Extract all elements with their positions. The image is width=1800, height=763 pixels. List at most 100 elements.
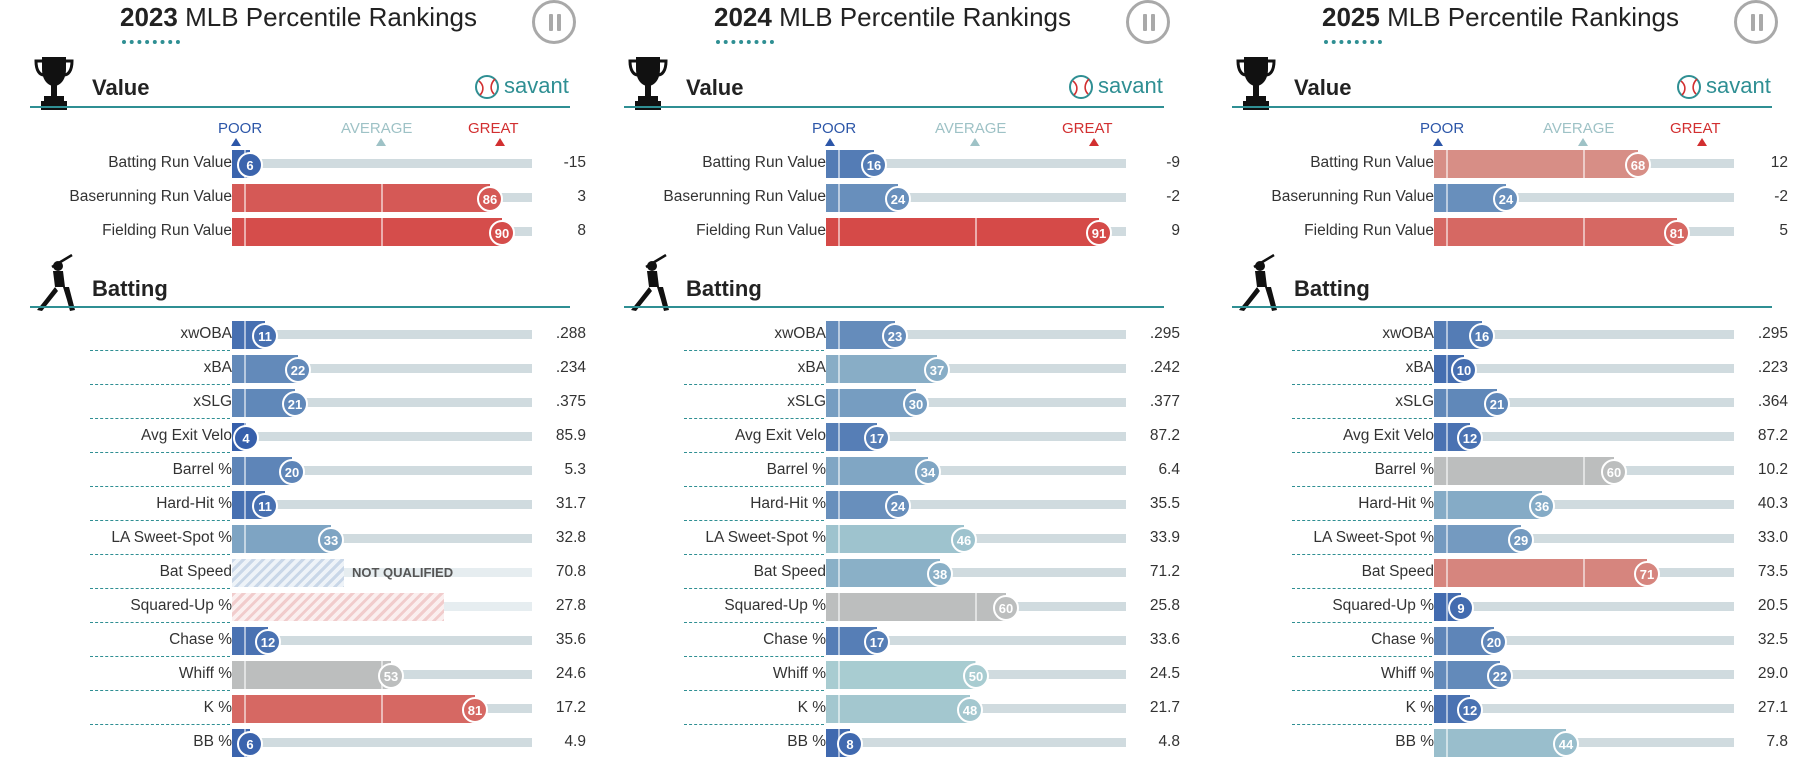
metric-label: Squared-Up % [130,597,232,614]
metric-row-xba[interactable]: xBA 10 .223 [1232,355,1792,385]
metric-row-k-pct[interactable]: K % 81 17.2 [30,695,590,725]
percentile-badge: 8 [837,731,863,757]
savant-label: savant [1706,73,1771,98]
tick-poor [838,355,840,383]
percentile-bar [826,559,940,587]
metric-label: Chase % [1371,631,1434,648]
row-divider [684,588,824,589]
percentile-bar [826,661,977,689]
metric-row-k-pct[interactable]: K % 12 27.1 [1232,695,1792,725]
metric-track [826,568,1126,577]
metric-row-hard-hit-pct[interactable]: Hard-Hit % 11 31.7 [30,491,590,521]
metric-row-whiff-pct[interactable]: Whiff % 50 24.5 [624,661,1184,691]
metric-row-batting-run-value[interactable]: Batting Run Value 6 -15 [30,150,590,180]
percentile-badge: 10 [1451,357,1477,383]
metric-row-bb-pct[interactable]: BB % 6 4.9 [30,729,590,759]
metric-row-whiff-pct[interactable]: Whiff % 22 29.0 [1232,661,1792,691]
row-divider [684,724,824,725]
metric-row-barrel-pct[interactable]: Barrel % 60 10.2 [1232,457,1792,487]
panel-title-text: MLB Percentile Rankings [779,2,1071,32]
metric-row-chase-pct[interactable]: Chase % 17 33.6 [624,627,1184,657]
metric-row-hard-hit-pct[interactable]: Hard-Hit % 24 35.5 [624,491,1184,521]
metric-label: xBA [203,359,232,376]
metric-row-baserunning-run-value[interactable]: Baserunning Run Value 86 3 [30,184,590,214]
metric-row-xwoba[interactable]: xwOBA 11 .288 [30,321,590,351]
metric-row-xslg[interactable]: xSLG 30 .377 [624,389,1184,419]
metric-row-baserunning-run-value[interactable]: Baserunning Run Value 24 -2 [1232,184,1792,214]
tick-poor [1446,695,1448,723]
metric-row-bb-pct[interactable]: BB % 44 7.8 [1232,729,1792,759]
tick-poor [838,423,840,451]
metric-value: 4.8 [1158,733,1180,750]
trophy-icon [34,57,74,110]
metric-track [232,568,532,577]
metric-row-xwoba[interactable]: xwOBA 16 .295 [1232,321,1792,351]
metric-row-chase-pct[interactable]: Chase % 20 32.5 [1232,627,1792,657]
metric-row-avg-exit-velo[interactable]: Avg Exit Velo 4 85.9 [30,423,590,453]
percentile-bar [232,184,490,212]
metric-label: K % [1405,699,1434,716]
metric-row-squared-up-pct[interactable]: Squared-Up % 60 25.8 [624,593,1184,623]
tick-poor [1446,218,1448,246]
metric-row-squared-up-pct[interactable]: Squared-Up % 27.8 [30,593,590,623]
metric-row-xba[interactable]: xBA 22 .234 [30,355,590,385]
metric-row-squared-up-pct[interactable]: Squared-Up % 9 20.5 [1232,593,1792,623]
metric-row-bb-pct[interactable]: BB % 8 4.8 [624,729,1184,759]
value-section-title: Value [92,75,150,100]
tick-poor [1446,355,1448,383]
metric-row-baserunning-run-value[interactable]: Baserunning Run Value 24 -2 [624,184,1184,214]
pause-button[interactable] [1126,0,1170,44]
tick-average [381,218,383,246]
pause-button[interactable] [532,0,576,44]
metric-row-fielding-run-value[interactable]: Fielding Run Value 90 8 [30,218,590,248]
percentile-badge: 46 [951,527,977,553]
metric-row-fielding-run-value[interactable]: Fielding Run Value 91 9 [624,218,1184,248]
metric-value: 27.8 [555,597,586,614]
metric-row-xwoba[interactable]: xwOBA 23 .295 [624,321,1184,351]
metric-row-bat-speed[interactable]: Bat Speed NOT QUALIFIED 70.8 [30,559,590,589]
metric-row-xslg[interactable]: xSLG 21 .364 [1232,389,1792,419]
metric-value: 33.6 [1149,631,1180,648]
metric-row-barrel-pct[interactable]: Barrel % 20 5.3 [30,457,590,487]
metric-row-hard-hit-pct[interactable]: Hard-Hit % 36 40.3 [1232,491,1792,521]
metric-row-avg-exit-velo[interactable]: Avg Exit Velo 12 87.2 [1232,423,1792,453]
percentile-badge: 22 [285,357,311,383]
pause-button[interactable] [1734,0,1778,44]
panel-2025: 2025 MLB Percentile Rankings Value savan… [1232,0,1792,763]
metric-label: BB % [193,733,232,750]
metric-row-batting-run-value[interactable]: Batting Run Value 68 12 [1232,150,1792,180]
metric-track [826,738,1126,747]
pause-icon [549,14,553,31]
percentile-badge: 20 [279,459,305,485]
metric-row-la-sweet-spot-pct[interactable]: LA Sweet-Spot % 29 33.0 [1232,525,1792,555]
metric-row-la-sweet-spot-pct[interactable]: LA Sweet-Spot % 46 33.9 [624,525,1184,555]
row-divider [1292,418,1432,419]
metric-row-bat-speed[interactable]: Bat Speed 71 73.5 [1232,559,1792,589]
percentile-badge: 21 [282,391,308,417]
metric-row-batting-run-value[interactable]: Batting Run Value 16 -9 [624,150,1184,180]
metric-row-bat-speed[interactable]: Bat Speed 38 71.2 [624,559,1184,589]
percentile-badge: 50 [963,663,989,689]
metric-row-fielding-run-value[interactable]: Fielding Run Value 81 5 [1232,218,1792,248]
percentile-badge: 29 [1508,527,1534,553]
metric-row-xba[interactable]: xBA 37 .242 [624,355,1184,385]
metric-value: 87.2 [1757,427,1788,444]
metric-track [1434,330,1734,339]
metric-row-xslg[interactable]: xSLG 21 .375 [30,389,590,419]
percentile-badge: 90 [489,220,515,246]
panel-title: 2024 MLB Percentile Rankings [714,2,1071,33]
metric-row-k-pct[interactable]: K % 48 21.7 [624,695,1184,725]
metric-row-barrel-pct[interactable]: Barrel % 34 6.4 [624,457,1184,487]
savant-label: savant [504,73,569,98]
percentile-bar [1434,150,1638,178]
row-divider [684,384,824,385]
percentile-bar [826,355,937,383]
metric-row-whiff-pct[interactable]: Whiff % 53 24.6 [30,661,590,691]
panel-title-text: MLB Percentile Rankings [1387,2,1679,32]
metric-value: 73.5 [1757,563,1788,580]
metric-row-chase-pct[interactable]: Chase % 12 35.6 [30,627,590,657]
metric-row-avg-exit-velo[interactable]: Avg Exit Velo 17 87.2 [624,423,1184,453]
percentile-bar [1434,525,1521,553]
panel-2024: 2024 MLB Percentile Rankings Value savan… [624,0,1184,763]
metric-row-la-sweet-spot-pct[interactable]: LA Sweet-Spot % 33 32.8 [30,525,590,555]
